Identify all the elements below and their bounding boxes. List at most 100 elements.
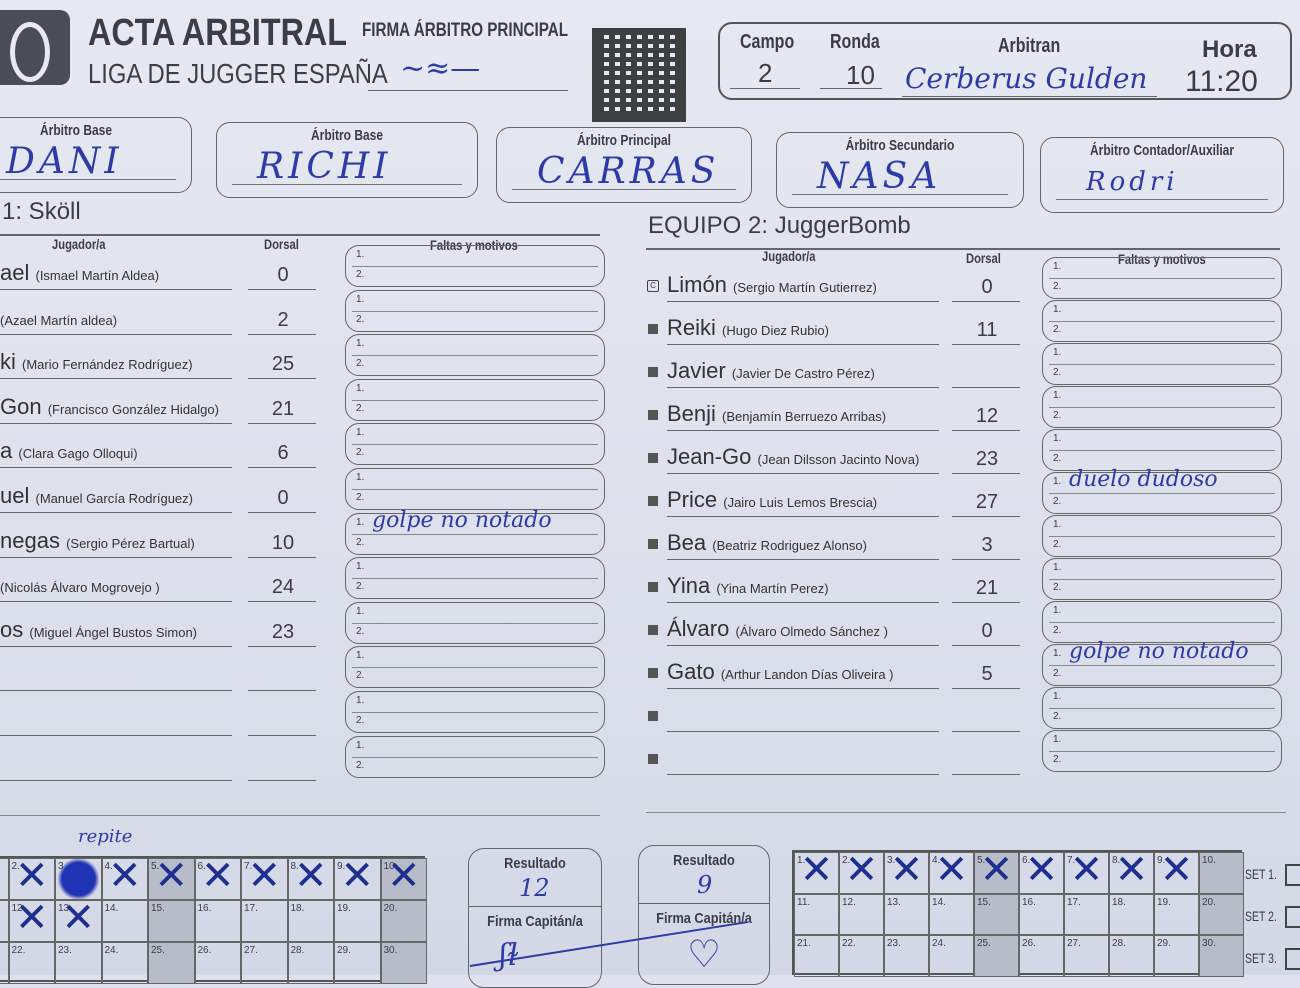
player-full-name: (Hugo Diez Rubio) [722, 323, 829, 338]
team1-point-cell[interactable]: 3. [55, 858, 102, 900]
team1-fouls-box[interactable]: 1. 2. [345, 245, 605, 287]
team2-point-cell[interactable]: 28. [1109, 935, 1154, 977]
team2-point-cell[interactable]: 7. ✕ [1064, 847, 1109, 894]
set-checkbox[interactable] [1285, 864, 1300, 886]
team1-fouls-box[interactable]: 1. 2. [345, 468, 605, 510]
team2-point-cell[interactable]: 21. [794, 935, 839, 977]
point-mark-x-icon: ✕ [107, 853, 142, 899]
team2-point-cell[interactable]: 18. [1109, 893, 1154, 935]
team1-point-cell[interactable]: 22. [8, 942, 55, 984]
player-marker-icon [648, 582, 658, 592]
team1-point-cell[interactable]: 1.✕ [0, 853, 9, 900]
referee-label: Árbitro Base [310, 127, 384, 144]
team2-fouls-box[interactable]: 1. 2. [1042, 343, 1282, 385]
team2-point-cell[interactable]: 16. [1019, 893, 1064, 935]
team1-point-cell[interactable]: 28. [287, 942, 334, 984]
team2-point-cell[interactable]: 3. ✕ [884, 847, 929, 894]
team1-fouls-box[interactable]: 1. 2. [345, 557, 605, 600]
team2-point-cell[interactable]: 23. [884, 935, 929, 977]
team1-point-cell[interactable]: 5. ✕ [148, 853, 195, 900]
team1-fouls-box[interactable]: 1. 2. [345, 289, 605, 332]
team2-point-cell[interactable]: 25. [974, 935, 1019, 977]
team1-fouls-box[interactable]: 1. 2. [345, 691, 605, 733]
team2-fouls-box[interactable]: 1. 2. [1042, 558, 1282, 600]
team1-fouls-box[interactable]: 1. 2. golpe no notado [345, 508, 605, 555]
referee-box[interactable]: Árbitro Contador/Auxiliar Rodri [1040, 137, 1284, 213]
team1-point-cell[interactable]: 14. [101, 900, 148, 942]
team2-point-cell[interactable]: 9. ✕ [1154, 847, 1199, 894]
team2-point-cell[interactable]: 27. [1064, 935, 1109, 977]
team1-point-cell[interactable]: 2. ✕ [8, 853, 55, 900]
set-checkbox[interactable] [1285, 948, 1300, 970]
team1-point-cell[interactable]: 11.✕ [0, 895, 9, 942]
team1-point-cell[interactable]: 27. [241, 942, 288, 984]
team2-fouls-box[interactable]: 1. 2. [1042, 515, 1282, 557]
team1-point-cell[interactable]: 16. [194, 900, 241, 942]
referee-box[interactable]: Árbitro Secundario NASA [776, 132, 1024, 208]
team1-fouls-box[interactable]: 1. 2. [345, 646, 605, 689]
team1-point-cell[interactable]: 9. ✕ [334, 853, 381, 900]
team2-point-cell[interactable]: 12. [839, 893, 884, 935]
referee-box[interactable]: Árbitro Base DANI [0, 117, 192, 193]
team2-fouls-box[interactable]: 1. 2. [1042, 601, 1282, 643]
team2-fouls-box[interactable]: 1. 2. [1042, 429, 1282, 471]
team2-point-cell[interactable]: 19. [1154, 893, 1199, 935]
team2-point-cell[interactable]: 10. [1199, 852, 1244, 894]
team2-point-cell[interactable]: 2. ✕ [839, 847, 884, 894]
team2-point-cell[interactable]: 15. [974, 893, 1019, 935]
team2-point-cell[interactable]: 1. ✕ [794, 847, 839, 894]
referee-box[interactable]: Árbitro Principal CARRAS [496, 127, 752, 203]
team1-point-cell[interactable]: 30. [380, 942, 427, 984]
team1-point-cell[interactable]: 23. [55, 942, 102, 984]
team2-point-cell[interactable]: 5. ✕ [974, 847, 1019, 894]
team2-point-cell[interactable]: 20. [1199, 893, 1244, 935]
team2-fouls-box[interactable]: 1. 2. [1042, 730, 1282, 772]
team2-fouls-box[interactable]: 1. 2. duelo dudoso [1042, 467, 1282, 514]
team1-fouls-box[interactable]: 1. 2. [345, 378, 605, 421]
foul-number-1: 1. [356, 739, 365, 751]
team1-point-cell[interactable]: 25. [148, 942, 195, 984]
team1-point-cell[interactable]: 6. ✕ [194, 853, 241, 900]
team1-point-cell[interactable]: 12. ✕ [8, 895, 55, 942]
team1-point-cell[interactable]: 19. [334, 900, 381, 942]
team2-point-cell[interactable]: 30. [1199, 935, 1244, 977]
team2-fouls-box[interactable]: 1. 2. [1042, 386, 1282, 428]
team1-point-cell[interactable]: 29. [334, 942, 381, 984]
team2-point-cell[interactable]: 29. [1154, 935, 1199, 977]
foul-number-2: 2. [1053, 539, 1062, 550]
team1-point-cell[interactable]: 13. ✕ [55, 895, 102, 942]
league-logo [0, 10, 70, 85]
team1-point-cell[interactable]: 4. ✕ [101, 853, 148, 900]
team2-fouls-box[interactable]: 1. 2. [1042, 300, 1282, 342]
team2-point-cell[interactable]: 26. [1019, 935, 1064, 977]
team1-point-cell[interactable]: 24. [101, 942, 148, 984]
set-checkbox[interactable] [1285, 906, 1300, 928]
team2-fouls-box[interactable]: 1. 2. [1042, 257, 1282, 299]
team2-point-cell[interactable]: 24. [929, 935, 974, 977]
foul-number-2: 2. [356, 625, 365, 637]
team1-point-cell[interactable]: 8. ✕ [287, 853, 334, 900]
team1-point-cell[interactable]: 7. ✕ [241, 853, 288, 900]
team2-fouls-box[interactable]: 1. 2. golpe no notado [1042, 639, 1282, 686]
referee-box[interactable]: Árbitro Base RICHI [216, 122, 478, 198]
team1-point-cell[interactable]: 21. [0, 942, 9, 984]
team1-fouls-box[interactable]: 1. 2. [345, 601, 605, 644]
team1-point-cell[interactable]: 18. [287, 900, 334, 942]
team2-point-cell[interactable]: 14. [929, 893, 974, 935]
team1-point-cell[interactable]: 15. [148, 900, 195, 942]
team2-point-cell[interactable]: 22. [839, 935, 884, 977]
team2-point-cell[interactable]: 8. ✕ [1109, 847, 1154, 894]
team2-point-cell[interactable]: 11. [794, 893, 839, 935]
team1-point-cell[interactable]: 20. [380, 900, 427, 942]
team1-point-cell[interactable]: 10. ✕ [380, 853, 427, 900]
team2-fouls-box[interactable]: 1. 2. [1042, 687, 1282, 729]
team1-fouls-box[interactable]: 1. 2. [345, 735, 605, 778]
team2-point-cell[interactable]: 17. [1064, 893, 1109, 935]
team1-point-cell[interactable]: 17. [241, 900, 288, 942]
team1-point-cell[interactable]: 26. [194, 942, 241, 984]
team2-point-cell[interactable]: 6. ✕ [1019, 847, 1064, 894]
team1-fouls-box[interactable]: 1. 2. [345, 423, 605, 466]
team2-point-cell[interactable]: 13. [884, 893, 929, 935]
team2-point-cell[interactable]: 4. ✕ [929, 847, 974, 894]
team1-fouls-box[interactable]: 1. 2. [345, 334, 605, 377]
